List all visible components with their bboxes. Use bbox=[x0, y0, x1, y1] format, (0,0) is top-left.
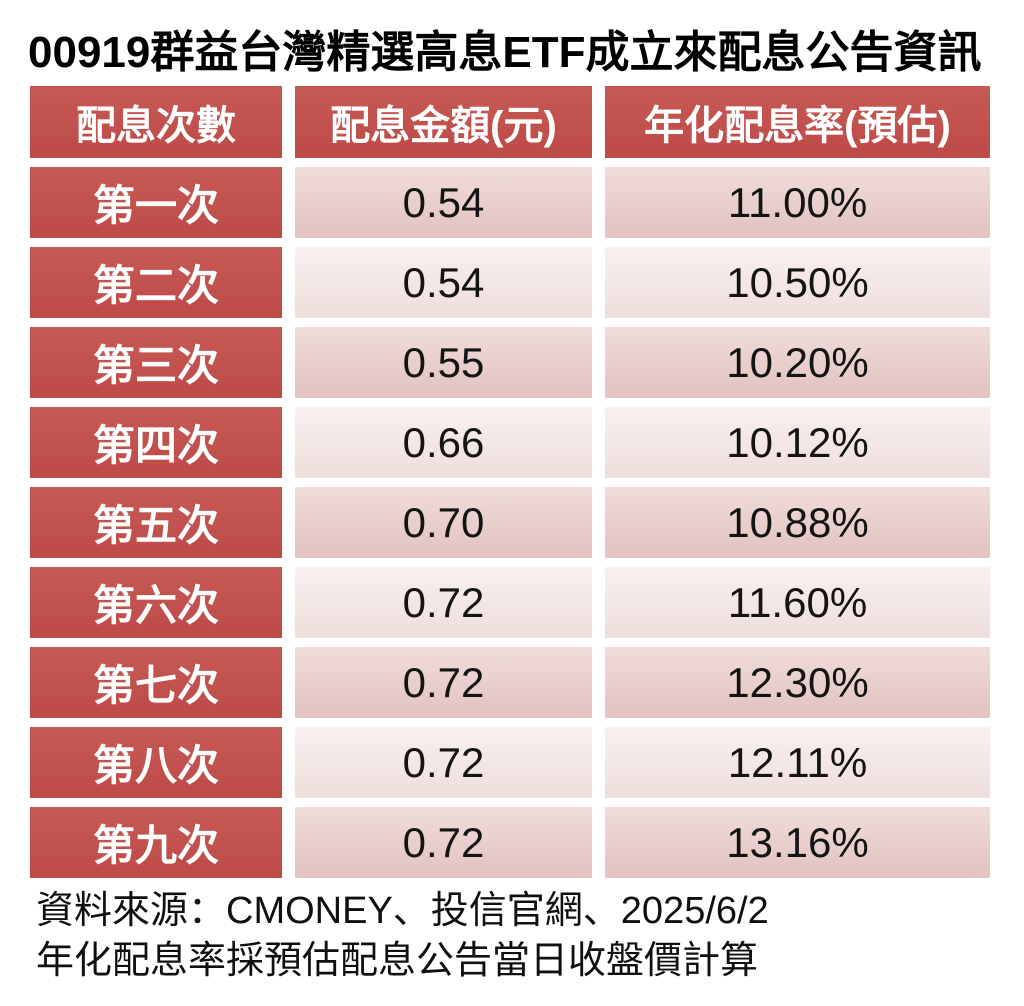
cell-annualized-yield: 10.12% bbox=[605, 407, 990, 478]
cell-dividend-amount: 0.72 bbox=[295, 647, 592, 718]
page-title: 00919群益台灣精選高息ETF成立來配息公告資訊 bbox=[28, 28, 982, 77]
row-header-dividend-ordinal: 第七次 bbox=[30, 647, 282, 718]
cell-annualized-yield: 13.16% bbox=[605, 807, 990, 878]
source-note: 資料來源：CMONEY、投信官網、2025/6/2 年化配息率採預估配息公告當日… bbox=[36, 886, 996, 986]
row-header-dividend-ordinal: 第九次 bbox=[30, 807, 282, 878]
row-header-dividend-ordinal: 第六次 bbox=[30, 567, 282, 638]
cell-annualized-yield: 12.11% bbox=[605, 727, 990, 798]
cell-annualized-yield: 11.00% bbox=[605, 167, 990, 238]
cell-dividend-amount: 0.72 bbox=[295, 727, 592, 798]
cell-annualized-yield: 10.88% bbox=[605, 487, 990, 558]
row-header-dividend-ordinal: 第三次 bbox=[30, 327, 282, 398]
cell-dividend-amount: 0.54 bbox=[295, 167, 592, 238]
cell-annualized-yield: 12.30% bbox=[605, 647, 990, 718]
source-line: 資料來源：CMONEY、投信官網、2025/6/2 bbox=[36, 890, 769, 932]
row-header-dividend-ordinal: 第四次 bbox=[30, 407, 282, 478]
cell-dividend-amount: 0.72 bbox=[295, 807, 592, 878]
cell-dividend-amount: 0.55 bbox=[295, 327, 592, 398]
row-header-dividend-ordinal: 第二次 bbox=[30, 247, 282, 318]
cell-dividend-amount: 0.66 bbox=[295, 407, 592, 478]
row-header-dividend-ordinal: 第一次 bbox=[30, 167, 282, 238]
row-header-dividend-ordinal: 第八次 bbox=[30, 727, 282, 798]
column-header-dividend-amount: 配息金額(元) bbox=[295, 86, 592, 158]
cell-annualized-yield: 10.50% bbox=[605, 247, 990, 318]
calc-method-line: 年化配息率採預估配息公告當日收盤價計算 bbox=[36, 940, 759, 982]
column-header-dividend-count: 配息次數 bbox=[30, 86, 282, 158]
cell-annualized-yield: 10.20% bbox=[605, 327, 990, 398]
cell-dividend-amount: 0.54 bbox=[295, 247, 592, 318]
cell-dividend-amount: 0.72 bbox=[295, 567, 592, 638]
row-header-dividend-ordinal: 第五次 bbox=[30, 487, 282, 558]
column-header-annualized-yield: 年化配息率(預估) bbox=[605, 86, 990, 158]
cell-annualized-yield: 11.60% bbox=[605, 567, 990, 638]
cell-dividend-amount: 0.70 bbox=[295, 487, 592, 558]
dividend-table: 配息次數 配息金額(元) 年化配息率(預估) 第一次 0.54 11.00% 第二次 0… bbox=[30, 86, 990, 878]
